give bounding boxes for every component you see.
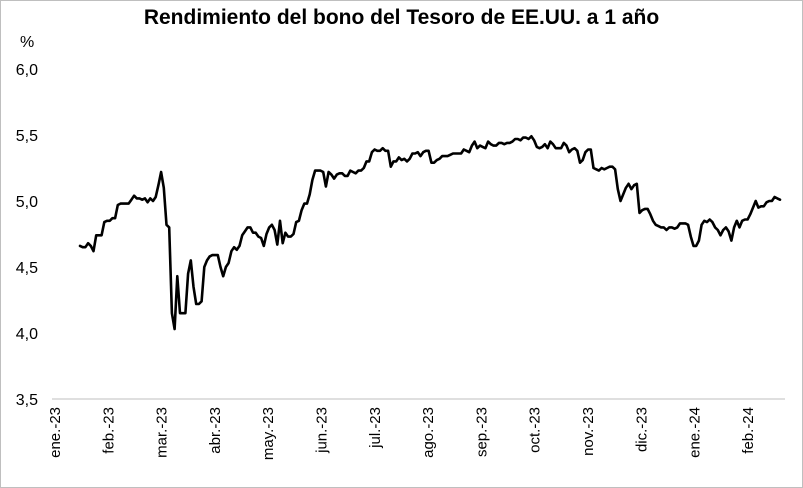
x-axis-ticks: ene.-23 feb.-23 mar.-23 abr.-23 may.-23 jun.-… (47, 407, 757, 460)
x-tick-label: mar.-23 (154, 407, 171, 458)
x-tick-label: sep.-23 (473, 407, 490, 457)
y-tick-label: 5,5 (16, 128, 38, 145)
y-axis-ticks: 3,5 4,0 4,5 5,0 5,5 6,0 (16, 62, 38, 409)
series-line (78, 135, 782, 331)
x-tick-label: jul.-23 (367, 407, 384, 449)
y-tick-label: 4,5 (16, 260, 38, 277)
chart-title: Rendimiento del bono del Tesoro de EE.UU… (143, 6, 660, 29)
x-tick-label: abr.-23 (207, 407, 224, 454)
y-tick-label: 4,0 (16, 326, 38, 343)
y-axis-unit-label: % (20, 34, 35, 51)
x-tick-label: ene.-24 (687, 407, 704, 458)
x-tick-label: ene.-23 (47, 407, 64, 458)
y-tick-label: 6,0 (16, 62, 38, 79)
x-tick-label: feb.-23 (100, 407, 117, 454)
x-tick-label: dic.-23 (633, 407, 650, 452)
y-tick-label: 5,0 (16, 194, 38, 211)
x-tick-label: oct.-23 (527, 407, 544, 453)
y-tick-label: 3,5 (16, 392, 38, 409)
x-tick-label: feb.-24 (740, 407, 757, 454)
x-tick-label: jun.-23 (314, 407, 331, 454)
x-tick-label: may.-23 (260, 407, 277, 460)
x-tick-label: ago.-23 (420, 407, 437, 458)
x-tick-label: nov.-23 (580, 407, 597, 456)
